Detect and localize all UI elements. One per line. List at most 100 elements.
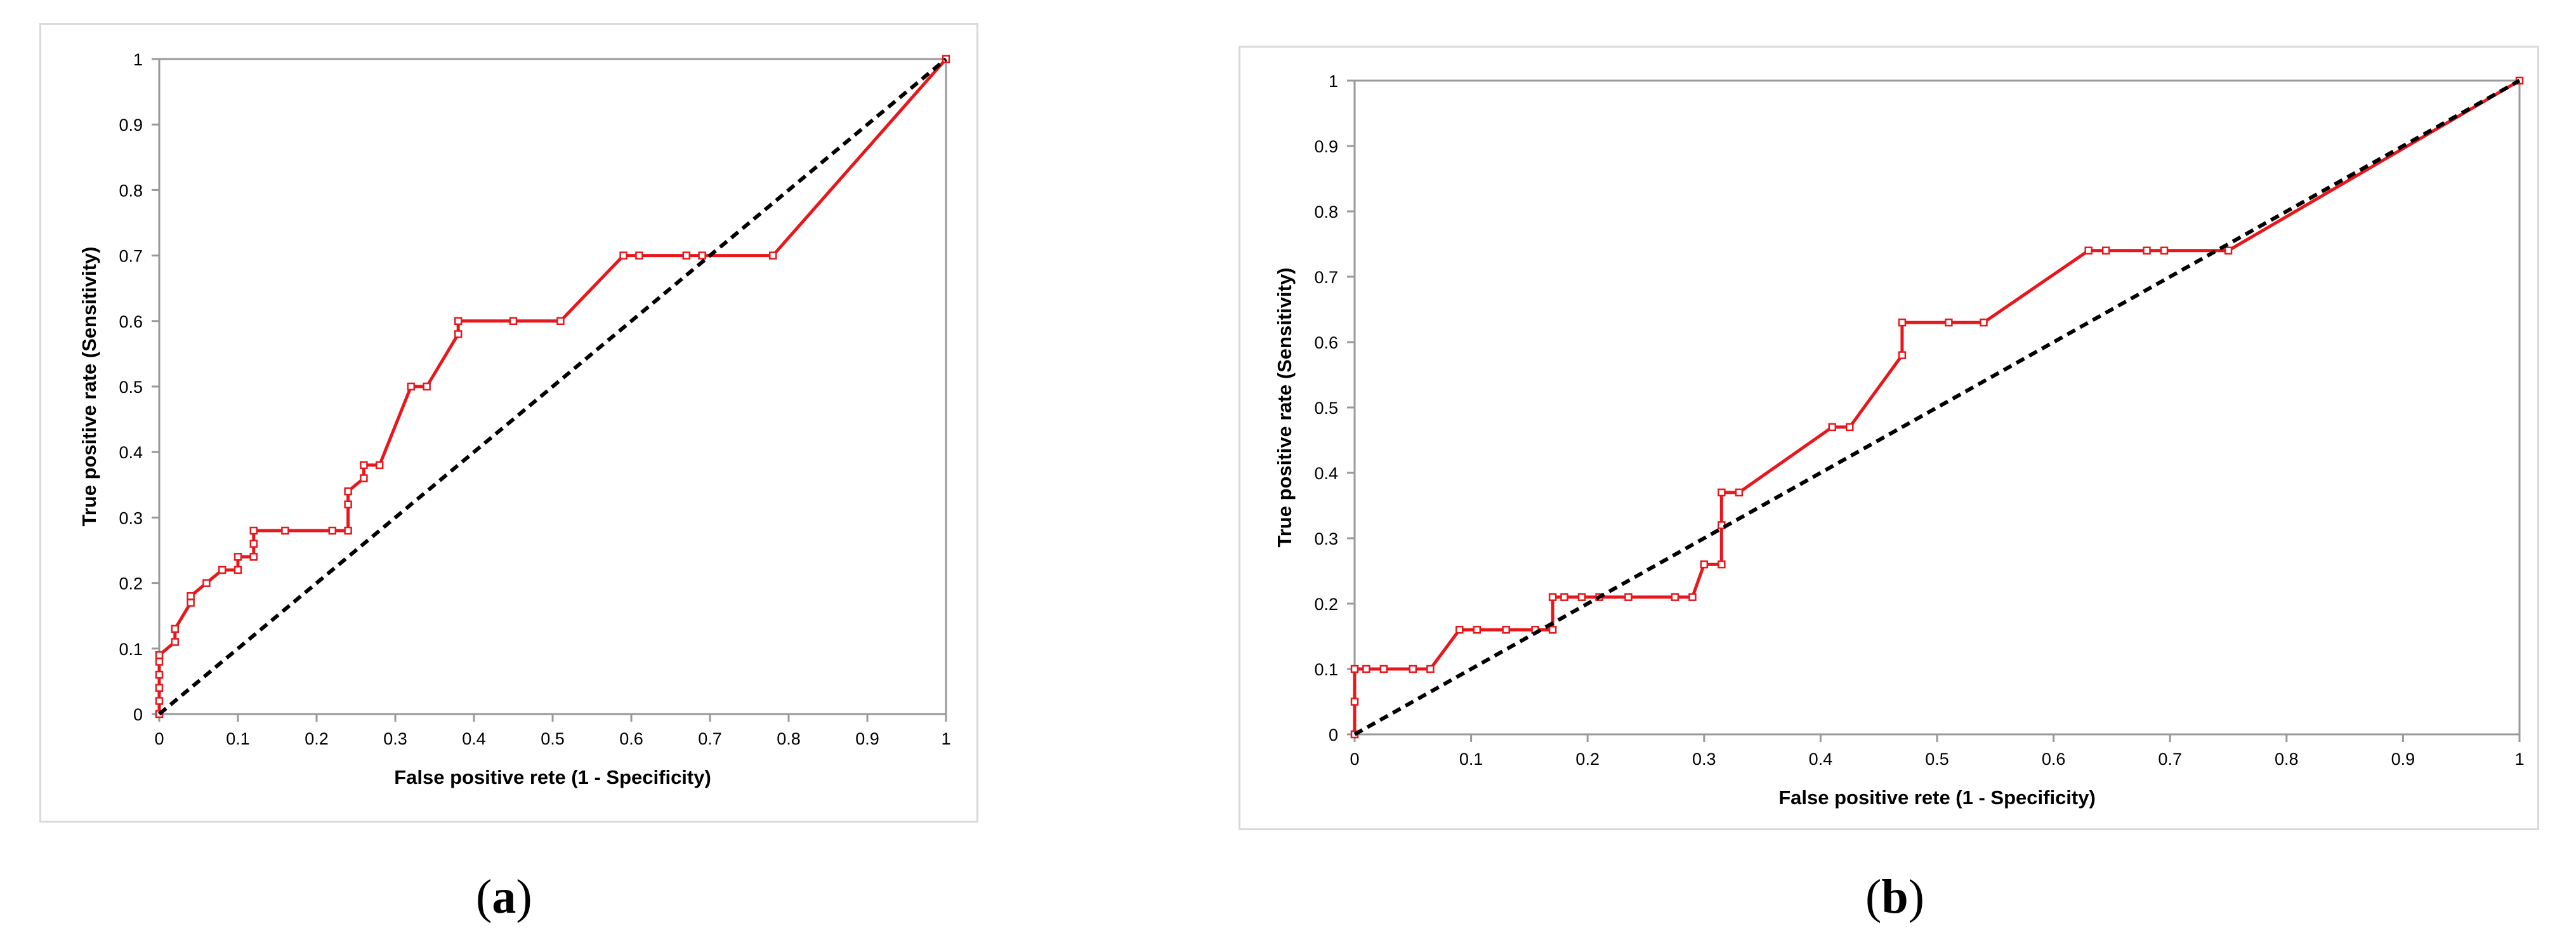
- x-tick-label: 0.7: [2158, 750, 2182, 769]
- x-tick-label: 0.3: [1692, 750, 1716, 769]
- roc-point-marker: [556, 317, 565, 326]
- roc-point-marker: [155, 670, 164, 679]
- caption-b: (b): [1865, 870, 1924, 925]
- y-tick-label: 0.1: [1314, 660, 1338, 679]
- roc-point-marker: [155, 651, 164, 659]
- x-tick-label: 0.4: [462, 729, 486, 748]
- y-tick-label: 0.9: [119, 116, 143, 135]
- y-axis-title: True positive rate (Sensitivity): [78, 246, 100, 526]
- y-tick-label: 0.4: [1314, 464, 1338, 483]
- x-tick-label: 0.9: [855, 729, 879, 748]
- roc-point-marker: [1846, 423, 1854, 432]
- roc-point-marker: [1548, 593, 1557, 601]
- roc-point-marker: [1409, 665, 1417, 673]
- x-tick-label: 0.8: [777, 729, 801, 748]
- roc-point-marker: [155, 697, 164, 705]
- x-tick-label: 0.6: [2042, 750, 2066, 769]
- roc-point-marker: [1688, 593, 1697, 601]
- roc-point-marker: [768, 251, 777, 260]
- roc-point-marker: [375, 461, 384, 470]
- roc-point-marker: [1350, 698, 1359, 706]
- x-tick-label: 0.7: [698, 729, 722, 748]
- x-axis-title: False positive rete (1 - Specificity): [394, 766, 711, 788]
- roc-point-marker: [344, 500, 352, 509]
- roc-point-marker: [344, 526, 352, 535]
- roc-curve-line: [1353, 79, 2521, 734]
- y-tick-label: 0.6: [119, 312, 143, 331]
- caption-open: (: [476, 870, 492, 923]
- roc-point-marker: [1548, 625, 1557, 634]
- y-tick-label: 0.4: [119, 443, 143, 462]
- roc-point-marker: [698, 251, 706, 260]
- caption-letter: b: [1881, 870, 1909, 923]
- caption-close: ): [1908, 870, 1924, 923]
- roc-point-marker: [682, 251, 691, 260]
- roc-point-marker: [1671, 593, 1679, 601]
- x-tick-label: 0.4: [1809, 750, 1833, 769]
- roc-point-marker: [1718, 488, 1726, 497]
- caption-letter: a: [492, 870, 516, 923]
- x-tick-label: 1: [941, 729, 950, 748]
- roc-point-marker: [171, 625, 180, 633]
- roc-point-marker: [1735, 488, 1744, 497]
- y-tick-label: 0.1: [119, 640, 143, 659]
- roc-point-marker: [1502, 625, 1510, 634]
- roc-point-marker: [155, 684, 164, 692]
- roc-point-marker: [155, 658, 164, 666]
- x-tick-label: 0.1: [226, 729, 250, 748]
- roc-point-marker: [1945, 318, 1953, 327]
- roc-point-marker: [249, 540, 258, 548]
- y-tick-label: 0.2: [119, 574, 143, 593]
- roc-point-marker: [1577, 593, 1586, 601]
- caption-a: (a): [476, 870, 532, 925]
- roc-point-marker: [407, 382, 416, 391]
- roc-point-marker: [1624, 593, 1633, 601]
- roc-point-marker: [1473, 625, 1482, 634]
- y-tick-label: 0.9: [1314, 137, 1338, 156]
- y-tick-label: 0.3: [119, 508, 143, 527]
- roc-chart-a: 0 0.1 0.2 0.3 0.4 0.5 0.6 0.7 0.8 0.9 1 0 0.1 0.2 0.3 0…: [78, 50, 951, 788]
- roc-point-marker: [635, 251, 643, 260]
- roc-point-marker: [2160, 246, 2169, 255]
- roc-point-marker: [1455, 625, 1464, 634]
- y-tick-label: 0.8: [119, 181, 143, 200]
- roc-point-marker: [1350, 665, 1359, 673]
- y-tick-label: 0.7: [1314, 268, 1338, 287]
- y-tick-label: 0.3: [1314, 529, 1338, 548]
- x-tick-label: 0.2: [305, 729, 329, 748]
- roc-point-marker: [1426, 665, 1435, 673]
- roc-point-marker: [1828, 423, 1837, 432]
- roc-point-marker: [1898, 318, 1907, 327]
- reference-diagonal-line: [158, 57, 947, 716]
- x-tick-label: 0.3: [383, 729, 407, 748]
- x-tick-label: 0.5: [1925, 750, 1949, 769]
- roc-point-marker: [328, 526, 337, 535]
- roc-point-marker: [1362, 665, 1370, 673]
- y-tick-label: 1: [1329, 72, 1338, 91]
- caption-open: (: [1865, 870, 1882, 923]
- y-tick-label: 0.7: [119, 247, 143, 266]
- y-tick-label: 0: [1329, 725, 1338, 745]
- y-tick-label: 0.5: [1314, 399, 1338, 418]
- roc-point-marker: [218, 566, 227, 574]
- y-tick-label: 0.6: [1314, 333, 1338, 352]
- y-tick-label: 1: [133, 50, 143, 69]
- roc-point-marker: [233, 553, 242, 561]
- roc-point-marker: [454, 317, 463, 326]
- y-axis-title: True positive rate (Sensitivity): [1273, 267, 1296, 547]
- roc-point-marker: [344, 487, 352, 496]
- roc-point-marker: [1560, 593, 1568, 601]
- roc-point-marker: [249, 526, 258, 535]
- roc-point-marker: [423, 382, 431, 391]
- roc-point-marker: [1379, 665, 1388, 673]
- roc-point-marker: [2084, 246, 2093, 255]
- roc-point-marker: [1718, 560, 1726, 569]
- roc-point-marker: [2143, 246, 2151, 255]
- x-tick-label: 0.2: [1575, 750, 1600, 769]
- roc-point-marker: [187, 592, 195, 600]
- x-tick-label: 0.6: [619, 729, 643, 748]
- x-tick-label: 0: [1350, 750, 1359, 769]
- roc-point-marker: [233, 566, 242, 574]
- x-tick-label: 1: [2514, 750, 2524, 769]
- x-tick-label: 0.9: [2391, 750, 2415, 769]
